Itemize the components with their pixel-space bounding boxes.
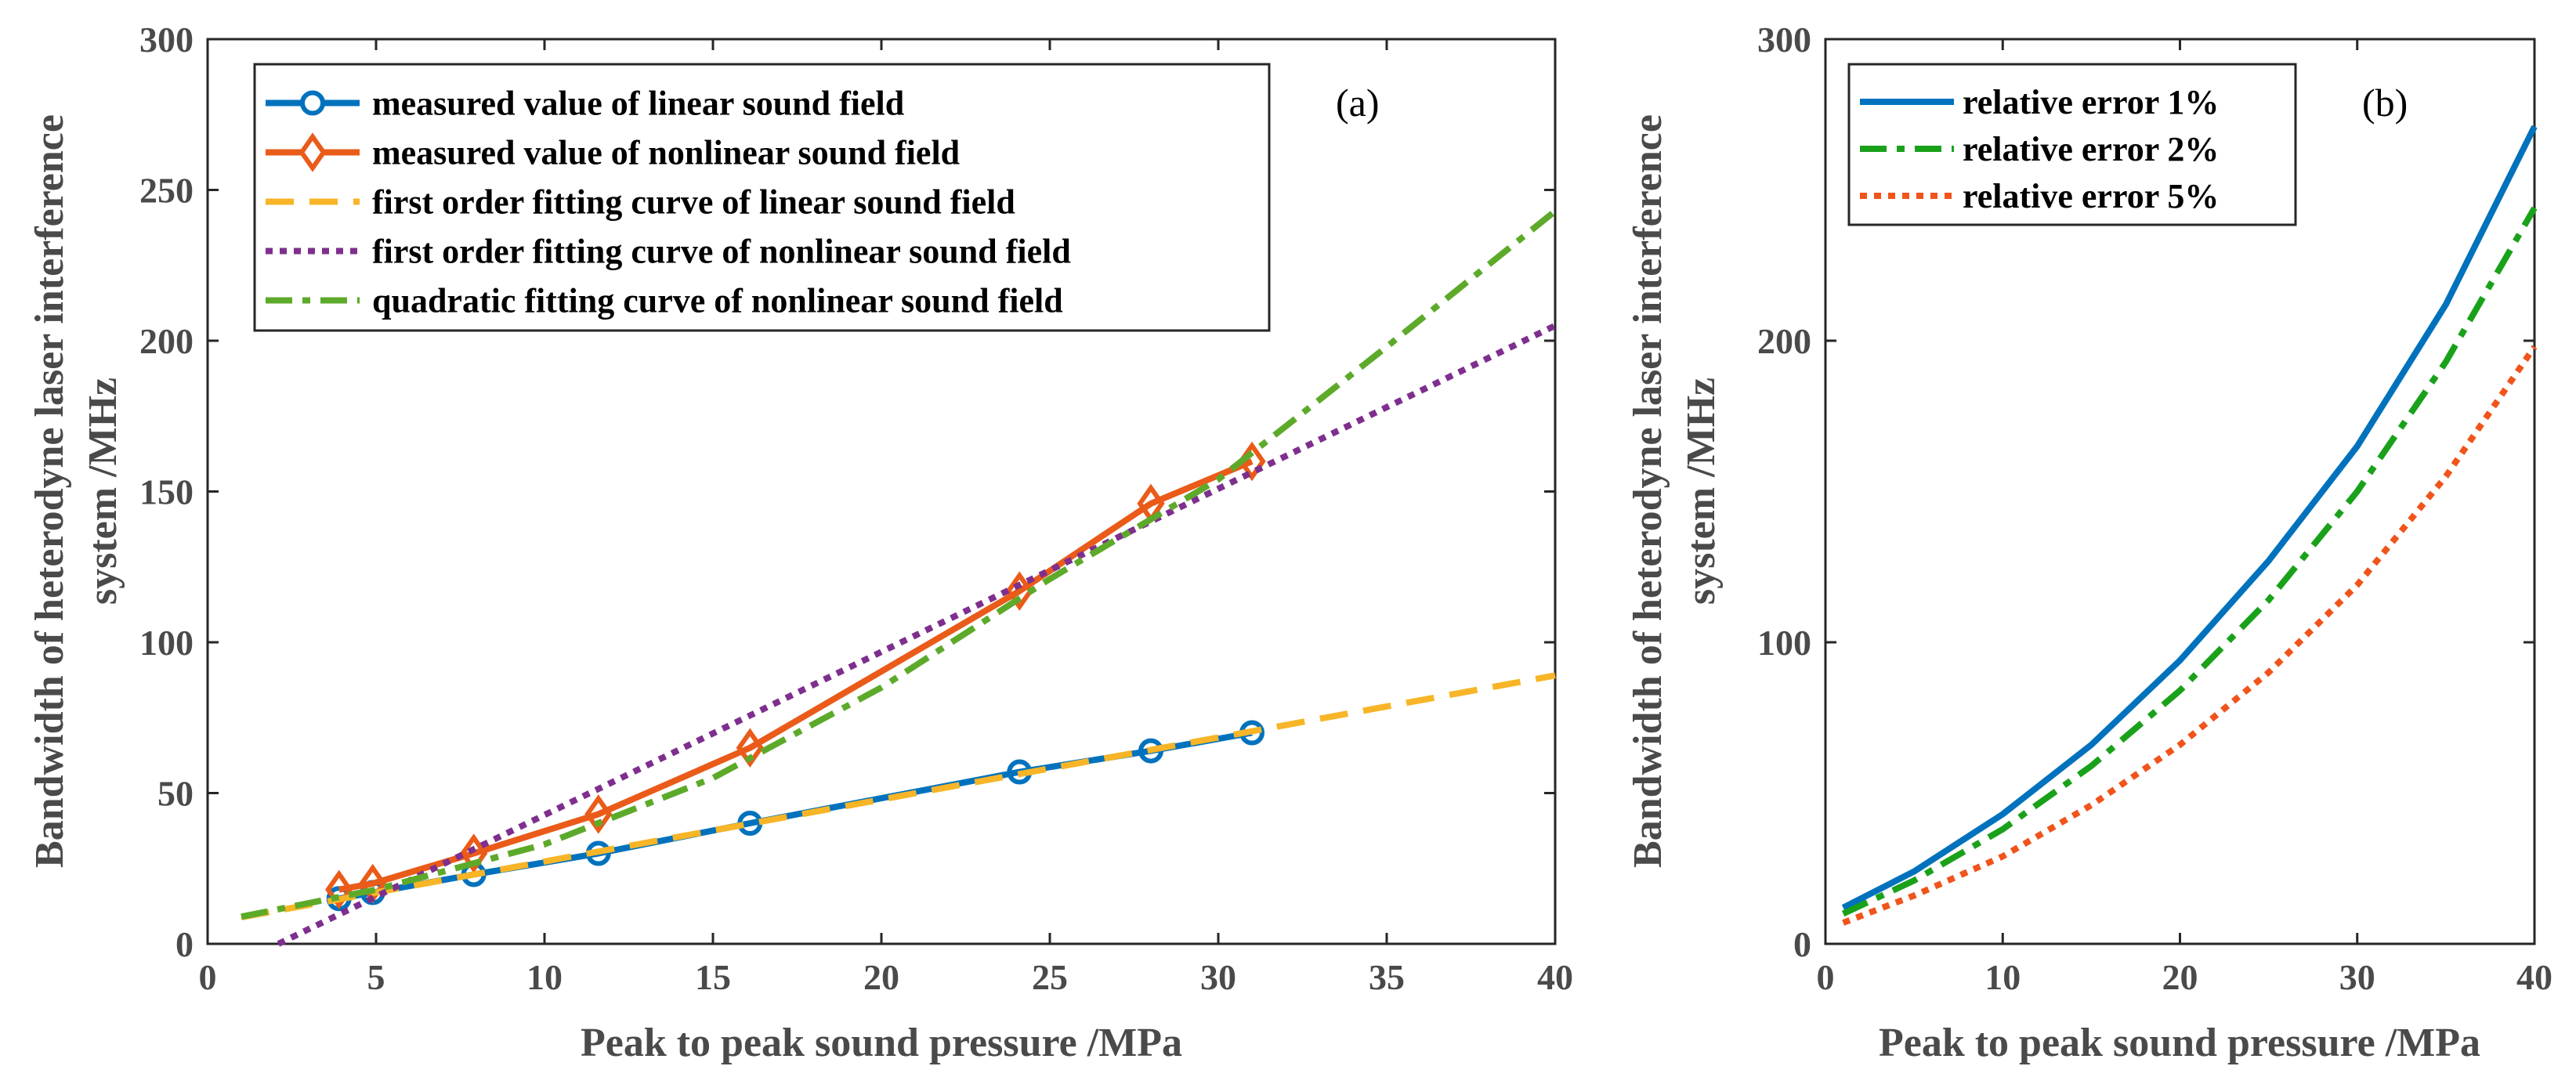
chart-b-panel-label: (b) bbox=[2362, 81, 2408, 125]
chart-a-series-5-line bbox=[241, 208, 1558, 920]
chart-b-series-1-line bbox=[1841, 125, 2538, 911]
chart-a-legend-label-5: quadratic fitting curve of nonlinear sou… bbox=[372, 282, 1063, 320]
chart-a-legend-label-3: first order fitting curve of linear soun… bbox=[372, 183, 1015, 222]
chart-a-y-tick-label: 250 bbox=[139, 171, 194, 211]
chart-a-series-2-point bbox=[1005, 571, 1033, 611]
chart-a-x-tick-label: 20 bbox=[863, 957, 899, 997]
chart-a-series-4-line bbox=[277, 323, 1557, 947]
chart-b-y-tick-label: 100 bbox=[1757, 623, 1811, 663]
chart-b-x-axis-label: Peak to peak sound pressure /MPa bbox=[1879, 1021, 2480, 1065]
chart-a-y-tick-label: 100 bbox=[139, 623, 194, 663]
chart-b-series bbox=[1841, 125, 2538, 926]
chart-b-legend-label-3: relative error 5% bbox=[1963, 177, 2219, 215]
chart-a-panel-label: (a) bbox=[1336, 81, 1380, 125]
chart-b-x-tick-label: 40 bbox=[2516, 957, 2552, 997]
chart-b-legend-label-1: relative error 1% bbox=[1963, 83, 2219, 121]
chart-b-series-3-line bbox=[1842, 345, 2538, 926]
chart-b-y-tick-label: 0 bbox=[1793, 924, 1811, 964]
chart-a-legend-label-4: first order fitting curve of nonlinear s… bbox=[372, 233, 1071, 271]
chart-b-legend-label-2: relative error 2% bbox=[1963, 130, 2219, 168]
chart-b-x-tick-label: 10 bbox=[1984, 957, 2021, 997]
chart-a-legend-box bbox=[253, 63, 1271, 332]
chart-a-series-2-point bbox=[325, 869, 353, 909]
chart-a-y-tick-label: 300 bbox=[139, 20, 194, 60]
chart-a-x-axis-label: Peak to peak sound pressure /MPa bbox=[581, 1021, 1182, 1065]
chart-a-legend-label-1: measured value of linear sound field bbox=[372, 85, 904, 123]
chart-b-x-tick-label: 30 bbox=[2339, 957, 2375, 997]
chart-a-y-tick-label: 0 bbox=[175, 924, 194, 964]
chart-a-legend-label-2: measured value of nonlinear sound field bbox=[372, 134, 960, 172]
chart-a-y-axis-label-line1: Bandwidth of heterodyne laser interferen… bbox=[27, 114, 72, 868]
chart-a-series-2-line bbox=[338, 458, 1254, 893]
chart-a-y-tick-label: 50 bbox=[157, 774, 194, 814]
chart-a-x-tick-label: 35 bbox=[1369, 957, 1405, 997]
chart-a-y-tick-label: 150 bbox=[139, 472, 194, 512]
chart-b-legend: relative error 1% relative error 2% relati… bbox=[1847, 63, 2297, 226]
chart-a-series bbox=[241, 208, 1558, 947]
chart-a-x-tick-label: 40 bbox=[1537, 957, 1573, 997]
chart-a-y-axis-label-line2: system /MHz bbox=[81, 378, 125, 605]
chart-a-ticks: 0 5 10 15 20 25 30 35 40 0 50 100 150 200 250 300 bbox=[139, 20, 1573, 997]
chart-a-x-tick-label: 0 bbox=[199, 957, 217, 997]
chart-a-series-3-line bbox=[241, 672, 1556, 921]
chart-a-x-tick-label: 10 bbox=[526, 957, 563, 997]
chart-b-series-2-line bbox=[1841, 206, 2538, 917]
chart-a-x-tick-label: 30 bbox=[1200, 957, 1236, 997]
chart-a-y-tick-label: 200 bbox=[139, 321, 194, 361]
chart-b-y-tick-label: 200 bbox=[1757, 321, 1811, 361]
chart-b-x-tick-label: 0 bbox=[1817, 957, 1835, 997]
chart-a-series-2-point bbox=[584, 794, 613, 834]
chart-a-series-2-point bbox=[736, 728, 764, 768]
chart-a: 0 5 10 15 20 25 30 35 40 0 50 100 150 200 250 300 measu… bbox=[27, 20, 1573, 1065]
chart-b-x-tick-label: 20 bbox=[2162, 957, 2198, 997]
chart-a-x-tick-label: 25 bbox=[1032, 957, 1068, 997]
chart-b-ticks: 0 10 20 30 40 0 100 200 300 bbox=[1757, 20, 2552, 997]
chart-a-series-2-point bbox=[460, 833, 488, 873]
chart-b-y-axis-label-line1: Bandwidth of heterodyne laser interferen… bbox=[1626, 114, 1670, 868]
chart-a-x-tick-label: 5 bbox=[367, 957, 385, 997]
chart-a-x-tick-label: 15 bbox=[695, 957, 731, 997]
chart-a-legend-marker-2 bbox=[298, 132, 327, 172]
chart-b-y-tick-label: 300 bbox=[1757, 20, 1811, 60]
chart-a-legend-marker-1 bbox=[300, 90, 325, 116]
chart-a-legend: measured value of linear sound field meas… bbox=[253, 63, 1271, 332]
chart-b-y-axis-label-line2: system /MHz bbox=[1679, 378, 1724, 605]
